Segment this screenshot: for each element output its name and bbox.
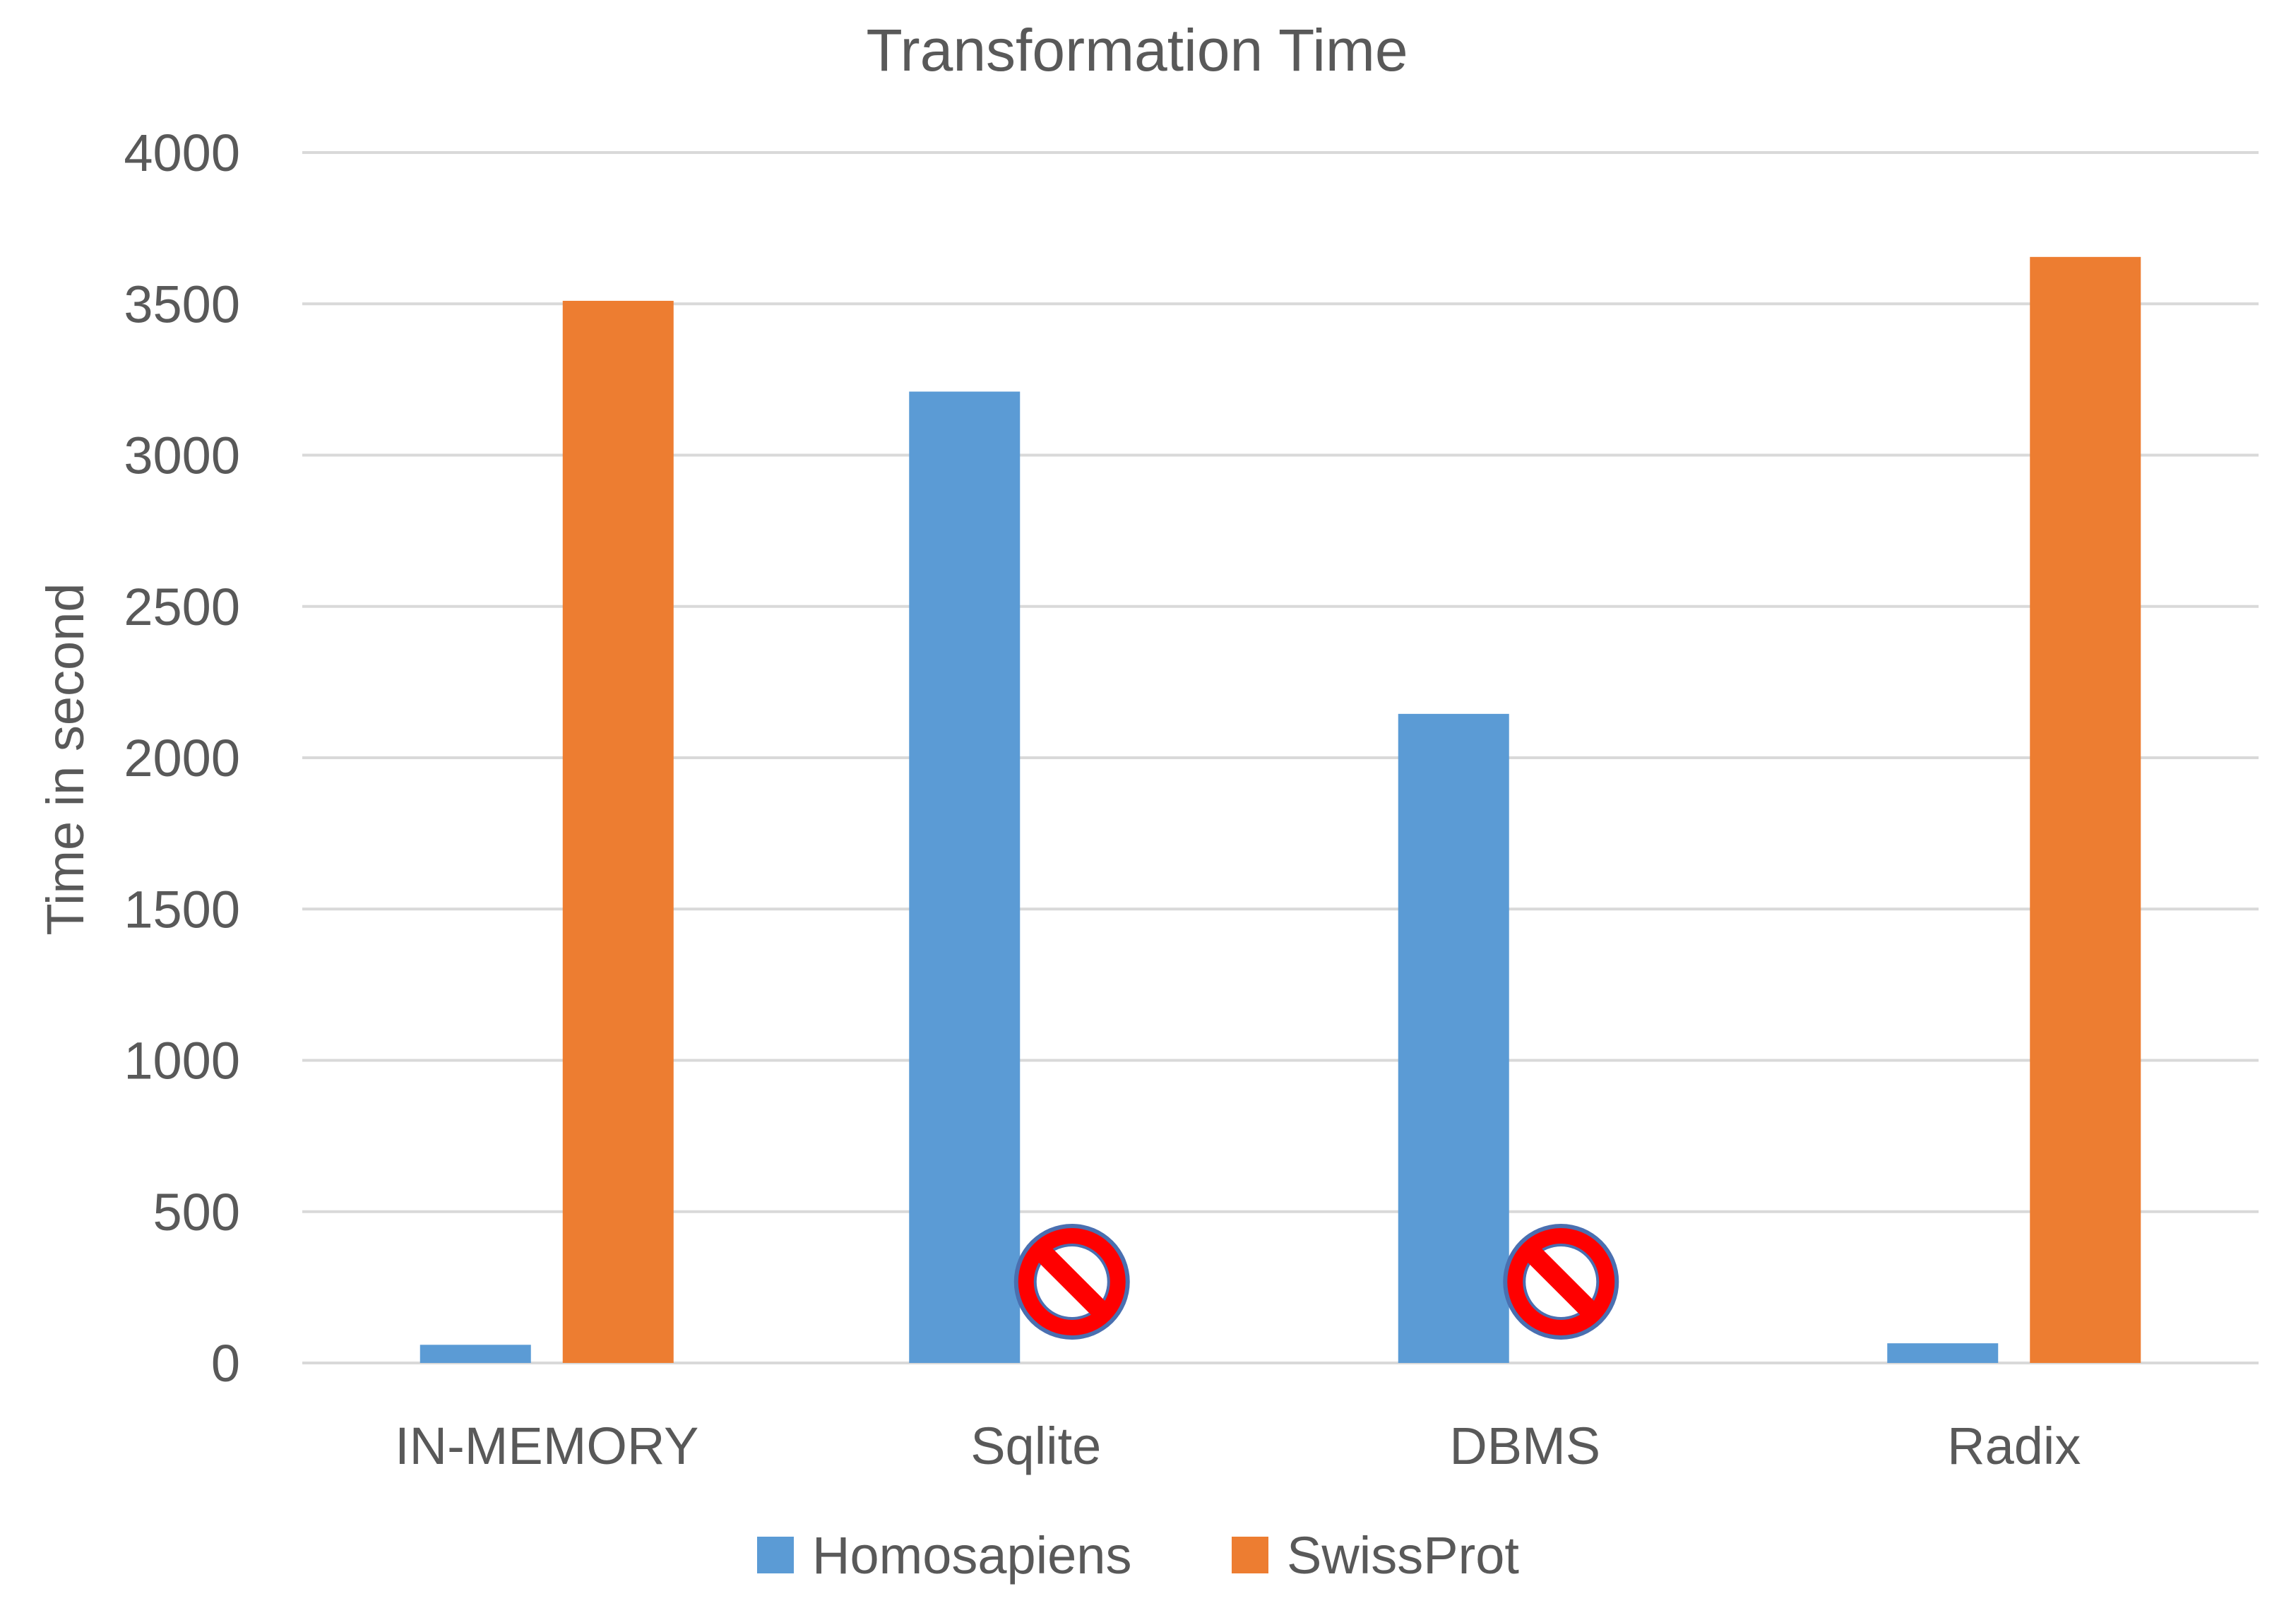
prohibited-icon — [1503, 1224, 1619, 1340]
x-category-label: Sqlite — [970, 1417, 1101, 1475]
y-tick-label: 2500 — [124, 578, 240, 636]
prohibited-icon-slash — [1034, 1244, 1110, 1320]
y-tick-label: 3000 — [124, 427, 240, 485]
y-tick-label: 2000 — [124, 729, 240, 787]
bar-swissprot-in-memory — [562, 300, 674, 1364]
y-tick-label: 1000 — [124, 1032, 240, 1090]
chart-title: Transformation Time — [866, 17, 1408, 83]
legend-label-swissprot: SwissProt — [1287, 1526, 1519, 1585]
bar-homosapiens-dbms — [1398, 713, 1509, 1363]
prohibited-icon-slash — [1523, 1244, 1599, 1320]
legend-label-homosapiens: Homosapiens — [812, 1526, 1131, 1585]
y-axis-ticks: 0 500 1000 1500 2000 2500 3000 3500 4000 — [124, 124, 240, 1393]
y-tick-label: 0 — [211, 1334, 240, 1393]
x-axis-categories: IN-MEMORY Sqlite DBMS Radix — [395, 1417, 2081, 1475]
legend-swatch-swissprot — [1232, 1537, 1268, 1573]
y-tick-label: 4000 — [124, 124, 240, 182]
bar-homosapiens-in-memory — [420, 1345, 531, 1363]
bar-homosapiens-radix — [1887, 1343, 1999, 1363]
bar-homosapiens-sqlite — [909, 391, 1021, 1363]
x-category-label: IN-MEMORY — [395, 1417, 698, 1475]
x-category-label: Radix — [1947, 1417, 2081, 1475]
legend-swatch-homosapiens — [757, 1537, 794, 1573]
y-tick-label: 500 — [153, 1183, 240, 1241]
missing-markers — [1013, 1224, 1619, 1340]
legend: Homosapiens SwissProt — [757, 1526, 1519, 1585]
bar-swissprot-radix — [2030, 256, 2141, 1363]
bars — [420, 256, 2141, 1364]
y-axis-label: Time in second — [36, 583, 95, 935]
prohibited-icon — [1013, 1224, 1130, 1340]
x-category-label: DBMS — [1449, 1417, 1600, 1475]
y-tick-label: 1500 — [124, 880, 240, 939]
y-tick-label: 3500 — [124, 275, 240, 333]
